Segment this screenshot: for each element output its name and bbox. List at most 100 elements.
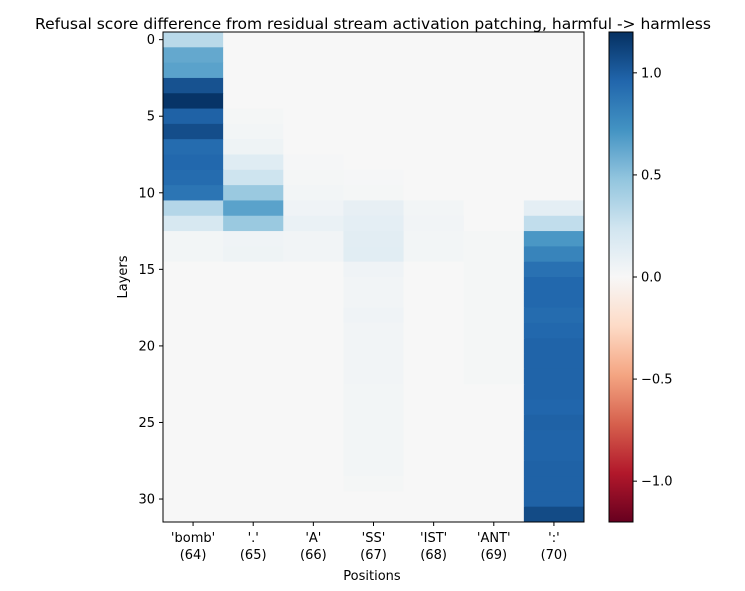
heatmap-cell [523,430,585,446]
heatmap-cell [523,277,585,293]
heatmap-cell [163,460,224,477]
heatmap-cell [283,77,344,94]
heatmap-cell [403,231,465,247]
heatmap-cell [163,231,224,247]
colorbar-tick-label: 0.0 [641,271,662,286]
heatmap-cell [223,154,284,171]
x-tick-label-token: '.' [248,531,259,546]
heatmap-cell [403,445,465,462]
colorbar-tick-label: −0.5 [641,373,673,388]
heatmap-cell [223,414,284,431]
heatmap-cell [403,185,465,201]
heatmap-cell [343,93,405,110]
heatmap-cell [343,384,405,400]
heatmap-cell [463,414,525,431]
heatmap-cell [403,384,465,400]
heatmap-cell [463,261,525,278]
heatmap-cell [343,338,405,355]
heatmap-cell [523,322,585,339]
heatmap-cell [283,322,344,339]
heatmap-cell [283,384,344,400]
heatmap-cell [343,261,405,278]
heatmap-cell [523,77,585,94]
heatmap-cell [283,430,344,446]
x-tick-label-token: 'SS' [362,531,386,546]
heatmap-cell [523,445,585,462]
heatmap-cell [283,491,344,508]
heatmap-cell [343,185,405,201]
heatmap-cell [523,108,585,125]
heatmap-cell [343,123,405,140]
heatmap-cell [523,506,585,523]
heatmap-cell [283,185,344,201]
colorbar-tick-label: 0.5 [641,168,662,183]
heatmap-cell [223,338,284,355]
heatmap-cell [403,430,465,446]
heatmap-cell [223,491,284,508]
heatmap-cell [463,93,525,110]
x-tick-label-token: 'bomb' [171,531,215,546]
heatmap-cell [283,200,344,217]
heatmap-cell [163,476,224,492]
heatmap-cell [343,476,405,492]
heatmap-cell [283,62,344,79]
heatmap-cell [403,123,465,140]
heatmap-cell [403,154,465,171]
heatmap-cell [223,322,284,339]
heatmap-cell [163,322,224,339]
heatmap-cell [343,506,405,523]
heatmap-cell [463,277,525,293]
x-tick-label-position: (69) [480,548,507,563]
heatmap-cell [283,93,344,110]
heatmap-cell [163,506,224,523]
heatmap-cell [223,476,284,492]
heatmap-cell [463,154,525,171]
heatmap-cell [223,108,284,125]
heatmap-cell [403,77,465,94]
heatmap-cell [223,277,284,293]
heatmap-cell [463,338,525,355]
heatmap-cell [163,491,224,508]
heatmap-cell [343,322,405,339]
heatmap-cell [463,368,525,385]
heatmap-cell [463,460,525,477]
heatmap-cell [223,47,284,64]
y-tick-label: 15 [138,263,155,278]
y-axis-label: Layers [116,255,131,298]
heatmap-cell [463,491,525,508]
heatmap-cell [523,261,585,278]
heatmap-cell [163,399,224,416]
heatmap-cell [523,32,585,48]
x-tick-label-token: ':' [548,531,560,546]
heatmap-cell [403,414,465,431]
heatmap-cell [523,231,585,247]
heatmap-cell [283,215,344,232]
heatmap-cell [463,169,525,186]
heatmap-cell [463,123,525,140]
heatmap-cell [343,169,405,186]
heatmap-cell [463,430,525,446]
heatmap-cell [403,62,465,79]
heatmap-cell [283,445,344,462]
heatmap-cell [163,292,224,309]
heatmap-cell [463,399,525,416]
heatmap-cell [403,93,465,110]
heatmap-cell [283,169,344,186]
heatmap-cell [343,231,405,247]
heatmap-cell [523,62,585,79]
heatmap-cell [283,368,344,385]
heatmap-cell [463,215,525,232]
heatmap-cell [223,384,284,400]
heatmap-cell [223,32,284,48]
heatmap-cell [463,185,525,201]
heatmap-cell [283,460,344,477]
heatmap-cell [403,476,465,492]
heatmap-cell [523,93,585,110]
heatmap-cell [403,292,465,309]
heatmap-cell [223,506,284,523]
heatmap-cells [163,32,585,523]
heatmap-cell [343,460,405,477]
heatmap-cell [343,399,405,416]
heatmap-cell [403,322,465,339]
